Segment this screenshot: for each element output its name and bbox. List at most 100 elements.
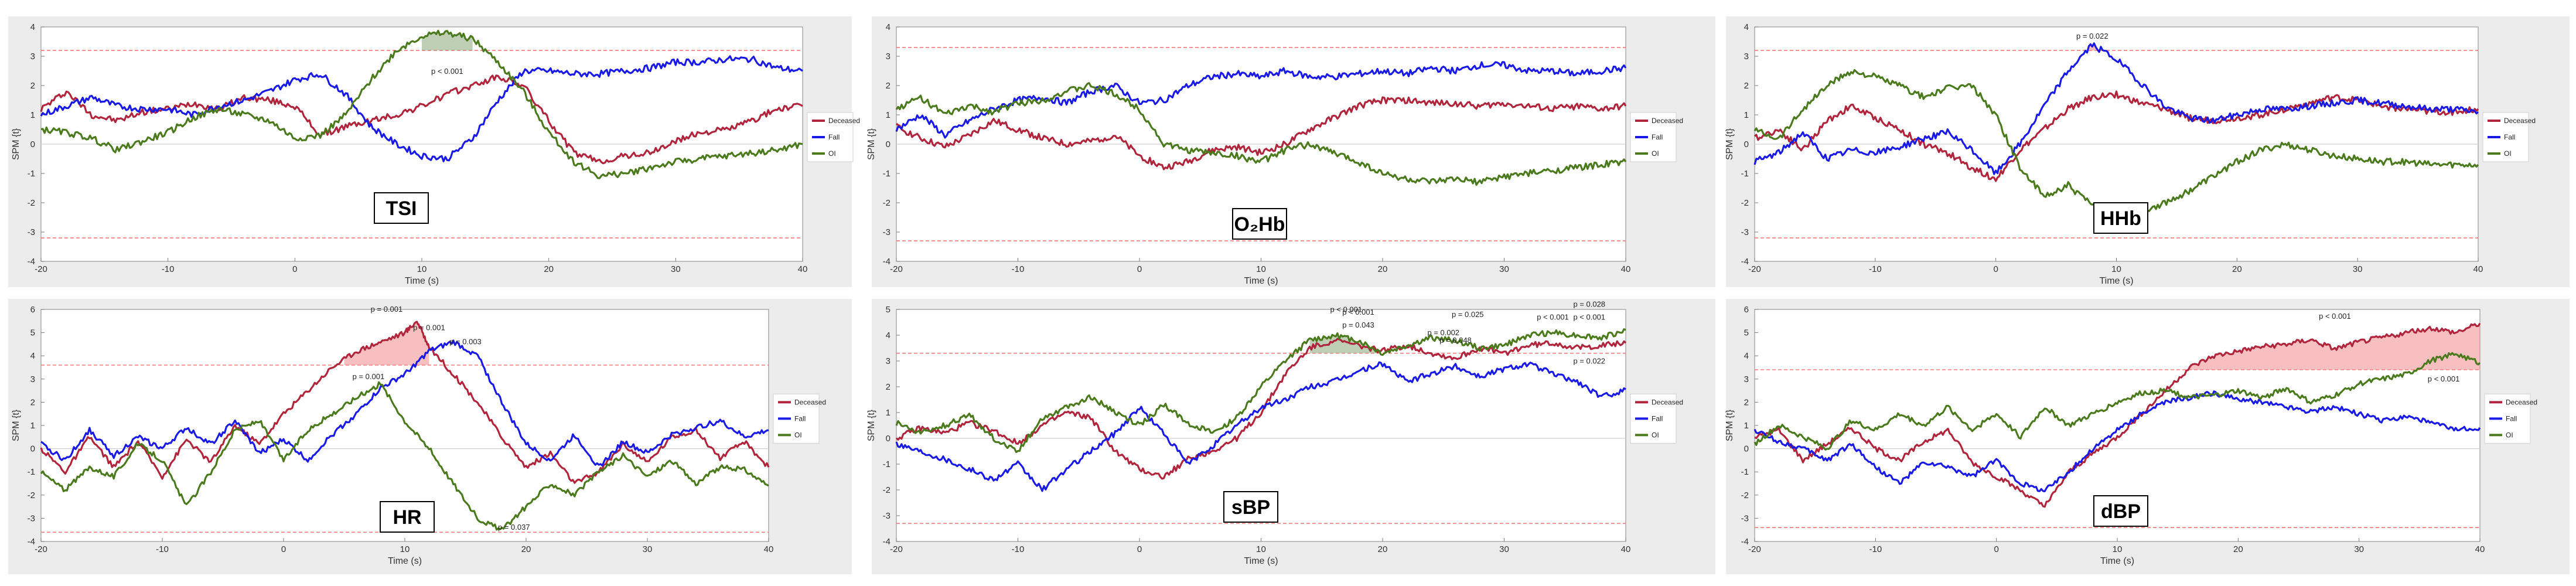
x-tick-label: -20 bbox=[890, 264, 903, 274]
y-tick-label: 0 bbox=[1744, 139, 1749, 149]
y-tick-label: 2 bbox=[30, 81, 35, 91]
p-value-annotation: p = 0.022 bbox=[1573, 356, 1605, 365]
y-tick-label: -4 bbox=[28, 537, 35, 547]
p-value-annotation: p = 0.025 bbox=[1452, 310, 1484, 319]
y-tick-label: 3 bbox=[30, 374, 35, 384]
series-line-fall bbox=[40, 339, 769, 467]
legend-label: Fall bbox=[794, 414, 806, 423]
x-tick-label: 40 bbox=[798, 264, 808, 274]
y-axis-label: SPM {t} bbox=[866, 128, 876, 160]
y-axis-label: SPM {t} bbox=[11, 128, 21, 160]
x-tick-label: 40 bbox=[1621, 544, 1631, 554]
y-tick-label: -2 bbox=[28, 490, 35, 500]
panel-title-box bbox=[2093, 202, 2148, 234]
x-tick-label: 10 bbox=[400, 544, 410, 554]
y-axis-label: SPM {t} bbox=[866, 409, 876, 441]
x-axis-label: Time (s) bbox=[2099, 276, 2133, 286]
panel-title: sBP bbox=[1231, 496, 1270, 519]
y-tick-label: -4 bbox=[1741, 257, 1749, 267]
y-tick-label: -1 bbox=[28, 467, 35, 477]
y-tick-label: 4 bbox=[886, 331, 890, 340]
y-tick-label: 4 bbox=[1744, 22, 1749, 32]
series-line-deceased bbox=[896, 96, 1627, 171]
x-tick-label: -20 bbox=[890, 544, 903, 554]
x-tick-label: 40 bbox=[764, 544, 774, 554]
y-tick-label: 1 bbox=[886, 110, 890, 120]
series-line-oi bbox=[40, 29, 803, 179]
series-line-fall bbox=[40, 55, 803, 162]
y-tick-label: -2 bbox=[883, 485, 890, 495]
y-tick-label: 6 bbox=[30, 305, 35, 315]
series-line-oi bbox=[1753, 352, 2481, 451]
y-tick-label: 2 bbox=[1744, 397, 1749, 407]
legend: Deceased Fall OI bbox=[1630, 112, 1683, 162]
x-tick-label: 30 bbox=[671, 264, 681, 274]
series-line-deceased bbox=[40, 74, 803, 165]
x-tick-label: -20 bbox=[1748, 544, 1761, 554]
panel-title: O₂Hb bbox=[1234, 213, 1285, 236]
p-value-annotation: p = 0.028 bbox=[1573, 300, 1605, 309]
y-tick-label: 0 bbox=[886, 139, 890, 149]
series-line-deceased bbox=[1754, 322, 2481, 508]
x-tick-label: 40 bbox=[2473, 264, 2483, 274]
x-tick-label: 20 bbox=[544, 264, 554, 274]
y-tick-label: -1 bbox=[883, 459, 890, 469]
x-tick-label: -10 bbox=[1869, 544, 1882, 554]
y-tick-label: 3 bbox=[30, 52, 35, 62]
y-tick-label: 2 bbox=[30, 397, 35, 407]
panel-title: TSI bbox=[386, 197, 417, 220]
panel-title-box bbox=[1223, 491, 1278, 523]
x-tick-label: 10 bbox=[1256, 544, 1266, 554]
y-tick-label: 3 bbox=[1744, 374, 1749, 384]
y-tick-label: -3 bbox=[1741, 227, 1749, 237]
x-tick-label: -10 bbox=[1012, 264, 1025, 274]
y-axis-label: SPM {t} bbox=[1725, 128, 1735, 160]
cluster-p-label: p < 0.001 bbox=[1330, 305, 1362, 314]
panel-title-box bbox=[2093, 495, 2148, 527]
x-tick-label: 20 bbox=[2233, 544, 2243, 554]
y-tick-label: 3 bbox=[886, 52, 890, 62]
x-axis-label: Time (s) bbox=[1244, 556, 1278, 566]
p-value-annotation: p < 0.001 bbox=[1537, 313, 1569, 322]
y-tick-label: -1 bbox=[1741, 467, 1749, 477]
panel-title-box bbox=[380, 501, 435, 533]
legend: Deceased Fall OI bbox=[2484, 393, 2537, 444]
y-tick-label: 3 bbox=[1744, 52, 1749, 62]
p-value-annotation: p = 0.001 bbox=[353, 372, 385, 381]
y-axis-label: SPM {t} bbox=[1725, 409, 1735, 441]
cluster-p-label: p = 0.001 bbox=[371, 305, 403, 314]
x-axis-label: Time (s) bbox=[405, 276, 439, 286]
significance-cluster bbox=[422, 30, 473, 50]
y-tick-label: 4 bbox=[30, 351, 35, 361]
legend-label: OI bbox=[828, 149, 836, 158]
y-tick-label: 1 bbox=[1744, 421, 1749, 431]
x-tick-label: 10 bbox=[2111, 264, 2121, 274]
p-value-annotation: p = 0.003 bbox=[449, 337, 482, 346]
panel-title: dBP bbox=[2101, 500, 2141, 523]
p-value-annotation: p = 0.037 bbox=[498, 523, 530, 532]
legend-label: Deceased bbox=[794, 398, 826, 406]
legend-label: Fall bbox=[2506, 414, 2517, 423]
y-tick-label: -2 bbox=[28, 198, 35, 208]
y-tick-label: -2 bbox=[1741, 490, 1749, 500]
series-line-fall bbox=[895, 361, 1626, 492]
legend-label: Deceased bbox=[1652, 117, 1683, 125]
legend-label: OI bbox=[1652, 149, 1659, 158]
y-tick-label: 5 bbox=[30, 328, 35, 338]
y-tick-label: 0 bbox=[886, 434, 890, 444]
panel-title: HR bbox=[393, 506, 421, 529]
series-line-deceased bbox=[40, 321, 770, 484]
x-tick-label: 0 bbox=[1137, 264, 1142, 274]
y-axis-label: SPM {t} bbox=[11, 409, 21, 441]
p-value-annotation: p = 0.048 bbox=[1439, 336, 1472, 345]
y-tick-label: -4 bbox=[883, 537, 890, 547]
legend-label: Deceased bbox=[1652, 398, 1683, 406]
x-tick-label: -10 bbox=[1012, 544, 1025, 554]
y-tick-label: -4 bbox=[883, 257, 890, 267]
legend-label: Deceased bbox=[2506, 398, 2537, 406]
x-tick-label: 40 bbox=[2475, 544, 2485, 554]
y-tick-label: 1 bbox=[886, 408, 890, 418]
